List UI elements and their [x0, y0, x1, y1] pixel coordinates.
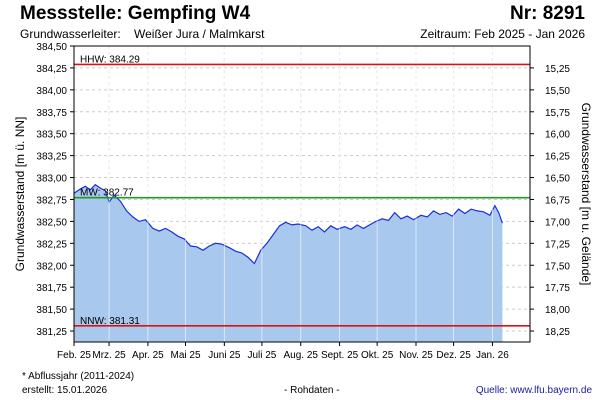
water-level-area [74, 184, 503, 342]
left-tick-label: 383,00 [36, 174, 67, 185]
left-tick-label: 382,25 [36, 239, 67, 250]
left-tick-label: 384,50 [36, 42, 67, 53]
plot-frame [73, 45, 531, 343]
x-tick-label: Nov. 25 [399, 350, 433, 361]
y-axis-label-right: Grundwasserstand [m u. Gelände] [579, 103, 593, 286]
x-tick-label: Jan. 26 [476, 350, 509, 361]
x-tick-label: Dez. 25 [436, 350, 471, 361]
left-tick-label: 381,25 [36, 327, 67, 338]
left-tick-label: 381,50 [36, 305, 67, 316]
reference-label: NNW: 381.31 [80, 316, 140, 327]
right-tick-label: 16,25 [545, 152, 570, 163]
x-tick-label: Mai 25 [170, 350, 200, 361]
x-tick-label: Juni 25 [208, 350, 241, 361]
x-tick-label: Aug. 25 [284, 350, 319, 361]
x-tick-label: Sept. 25 [321, 350, 359, 361]
created-date: erstellt: 15.01.2026 [22, 385, 108, 396]
left-tick-label: 382,50 [36, 217, 67, 228]
reference-label: HHW: 384.29 [80, 54, 140, 65]
x-tick-label: Mrz. 25 [92, 350, 126, 361]
left-tick-label: 384,00 [36, 86, 67, 97]
left-tick-label: 383,50 [36, 130, 67, 141]
right-tick-label: 16,75 [545, 195, 570, 206]
footnote: * Abflussjahr (2011-2024) [22, 371, 135, 382]
x-tick-label: Apr. 25 [132, 350, 164, 361]
left-tick-label: 384,25 [36, 64, 67, 75]
reference-label: MW: 382.77 [80, 188, 134, 199]
right-tick-label: 17,25 [545, 239, 570, 250]
right-tick-label: 17,00 [545, 217, 570, 228]
station-number: Nr: 8291 [510, 3, 585, 24]
left-tick-label: 382,00 [36, 261, 67, 272]
left-tick-label: 382,75 [36, 195, 67, 206]
left-tick-label: 383,25 [36, 152, 67, 163]
right-tick-label: 15,25 [545, 64, 570, 75]
right-tick-label: 16,50 [545, 174, 570, 185]
left-tick-label: 383,75 [36, 108, 67, 119]
aquifer-label: Grundwasserleiter: [20, 27, 121, 41]
right-tick-label: 18,00 [545, 305, 570, 316]
right-tick-label: 15,50 [545, 86, 570, 97]
left-tick-label: 381,75 [36, 283, 67, 294]
x-tick-label: Okt. 25 [361, 350, 394, 361]
right-tick-label: 17,75 [545, 283, 570, 294]
water-level-line [73, 183, 503, 265]
x-tick-label: Feb. 25 [57, 350, 91, 361]
station-title: Messstelle: Gempfing W4 [20, 3, 251, 24]
right-tick-label: 17,50 [545, 261, 570, 272]
ticks-layer: 384,50 384,25 384,00 383,75 383,50 383,25 383,… [36, 42, 570, 361]
x-tick-label: Juli 25 [247, 350, 276, 361]
right-tick-label: 16,00 [545, 130, 570, 141]
aquifer-value: Weißer Jura / Malmkarst [134, 27, 265, 41]
y-axis-label-left: Grundwasserstand [m ü. NN] [13, 117, 27, 272]
source-link[interactable]: Quelle: www.lfu.bayern.de [475, 385, 592, 396]
period-label: Zeitraum: Feb 2025 - Jan 2026 [420, 27, 585, 41]
right-tick-label: 15,75 [545, 108, 570, 119]
right-tick-label: 18,25 [545, 327, 570, 338]
raw-data-label: - Rohdaten - [284, 385, 340, 396]
